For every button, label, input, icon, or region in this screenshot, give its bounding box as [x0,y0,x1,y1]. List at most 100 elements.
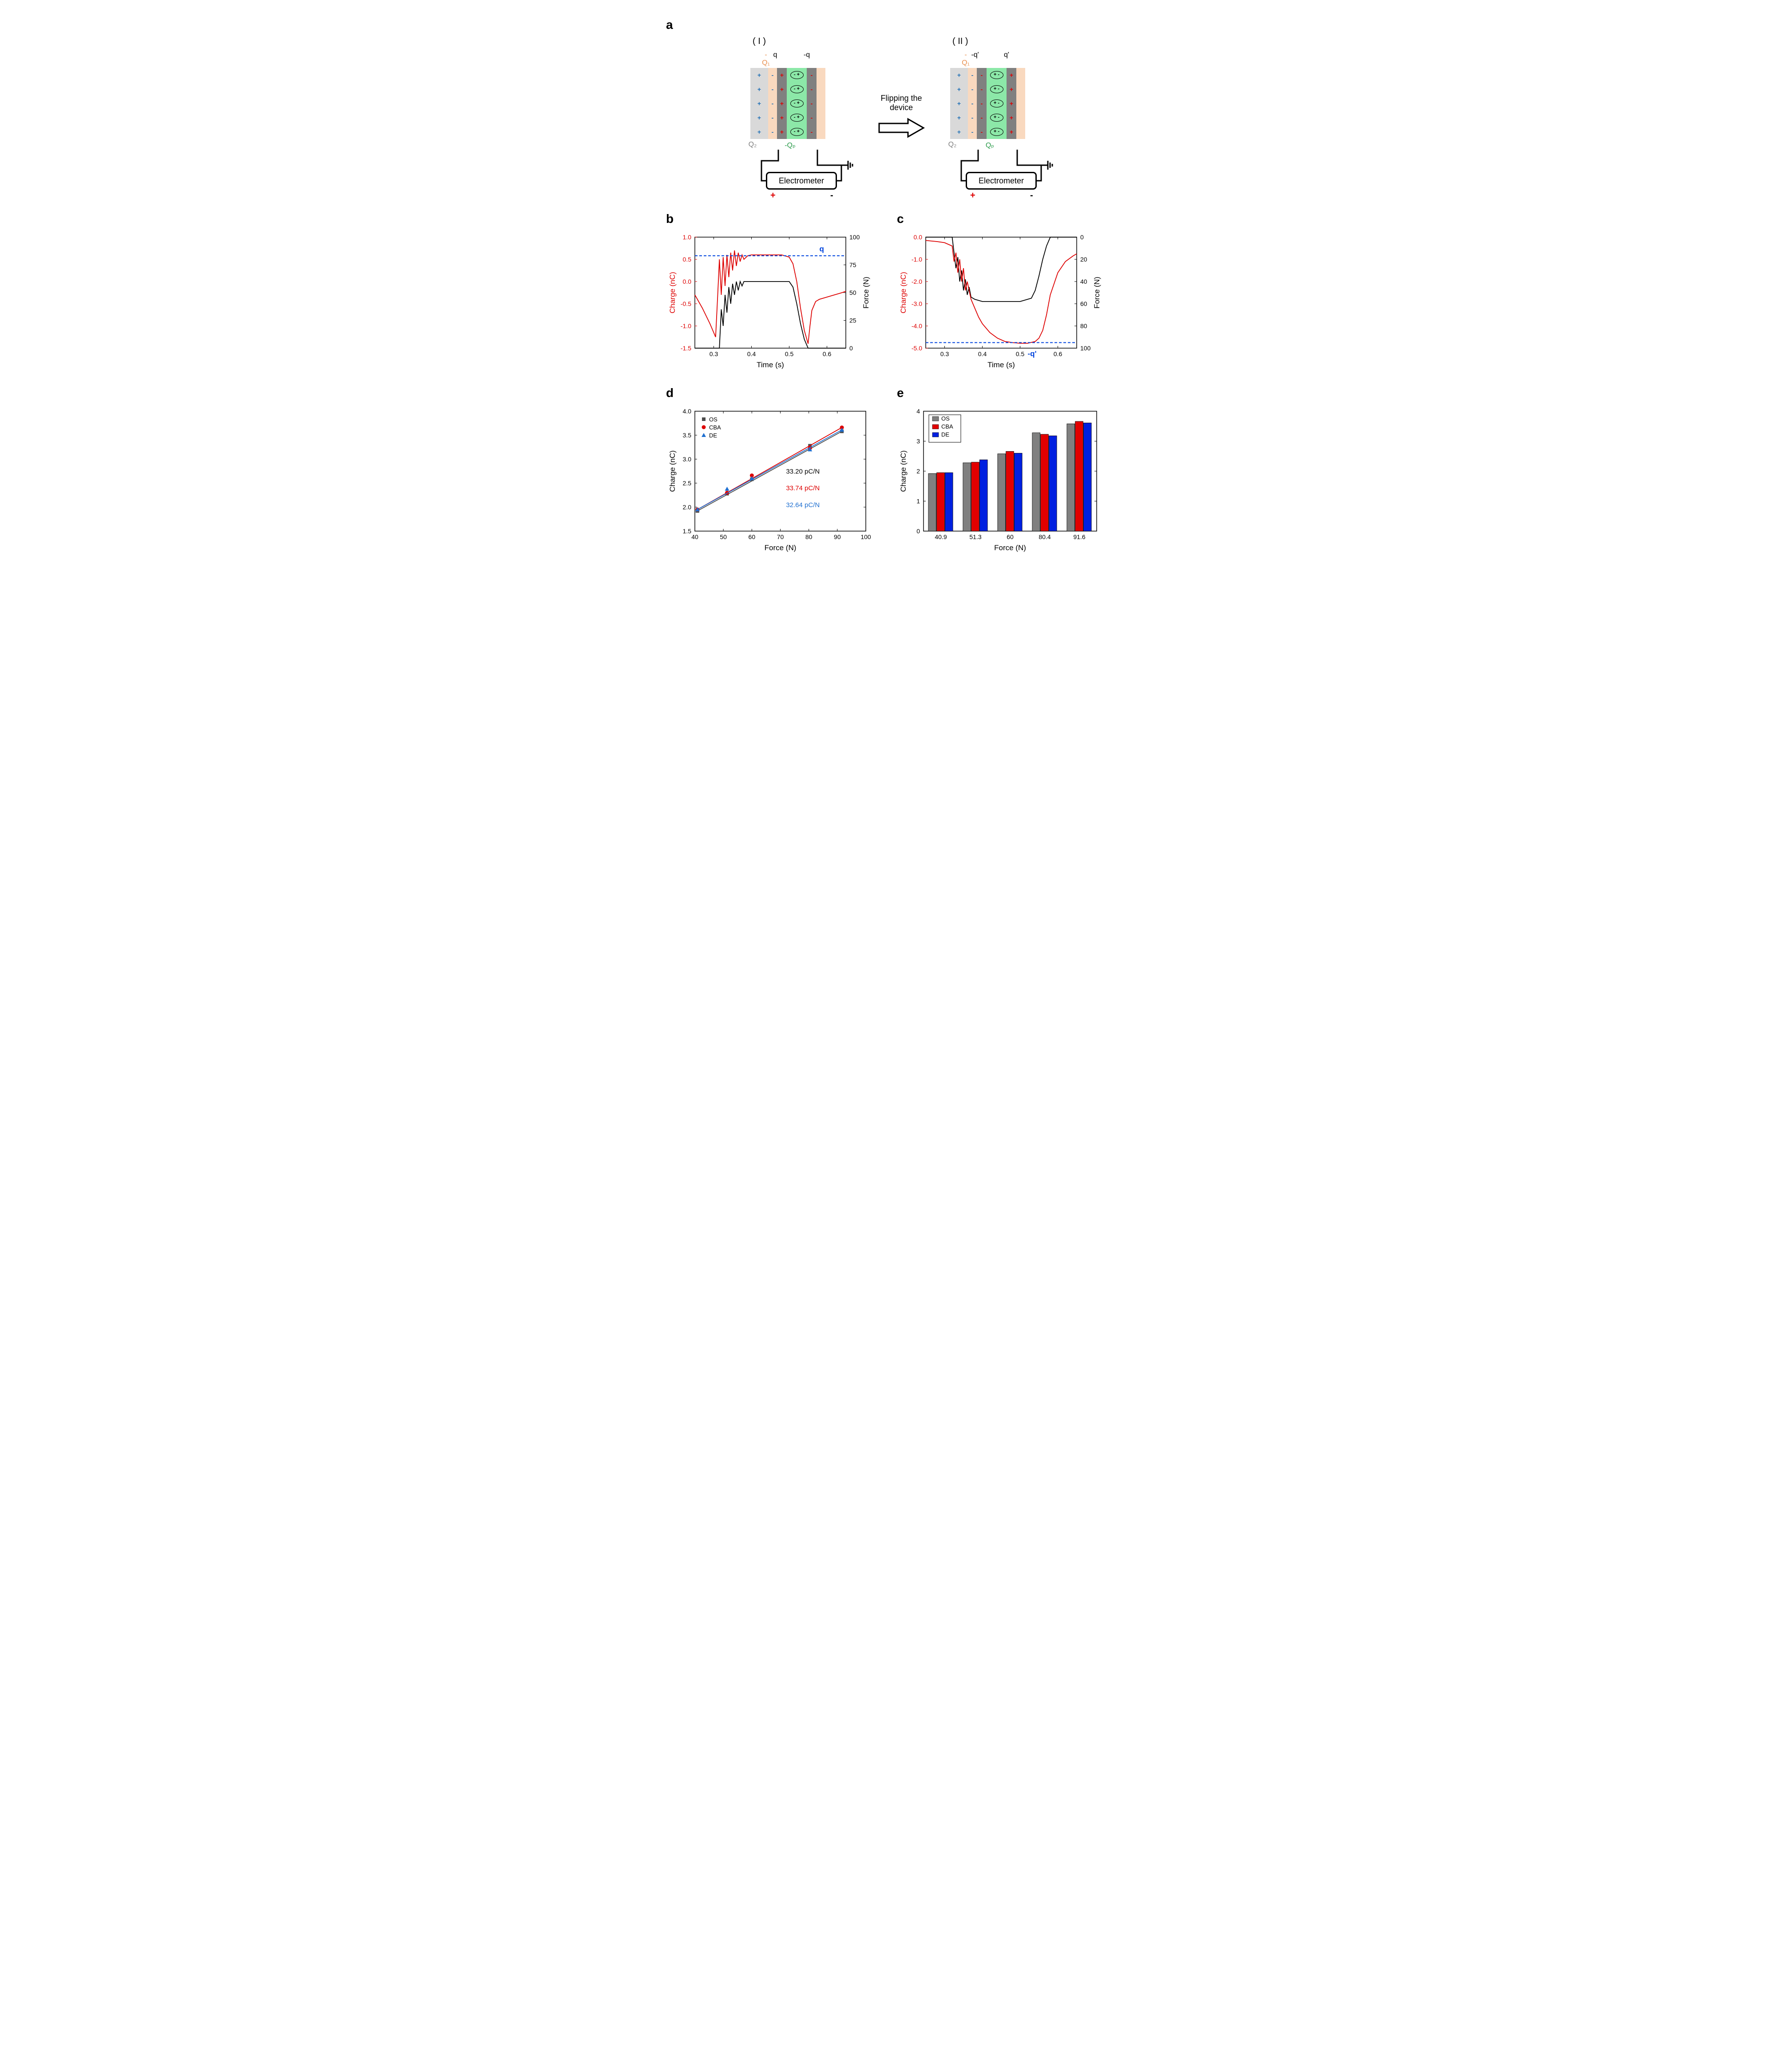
device-1-circuit: Electrometer + - [744,150,859,198]
svg-text:2.0: 2.0 [683,504,692,511]
svg-text:4.0: 4.0 [683,408,692,415]
chart-c-svg: 0.30.40.50.6-5.0-4.0-3.0-2.0-1.00.002040… [897,230,1106,373]
terminal-plus-2: + [970,191,975,201]
terminal-minus-1: - [830,191,833,201]
device-state-2: ( II ) -Q₁-q'q' +++++----------+ -+ -+ -… [944,36,1059,198]
svg-text:50: 50 [720,533,727,540]
svg-text:80.4: 80.4 [1039,533,1051,540]
svg-text:60: 60 [749,533,756,540]
panel-e: e 0123440.951.36080.491.6Force (N)Charge… [897,386,1110,556]
device-2-top-labels: -Q₁-q'q' [944,51,1046,67]
flip-arrow-block: Flipping the device [877,94,926,141]
svg-text:0.4: 0.4 [747,350,756,357]
device-2-layers: +++++----------+ -+ -+ -+ -+ -+++++ [950,68,1052,139]
svg-text:4: 4 [916,408,920,415]
panel-c: c 0.30.40.50.6-5.0-4.0-3.0-2.0-1.00.0020… [897,212,1110,373]
terminal-minus-2: - [1030,191,1033,201]
svg-text:0.3: 0.3 [940,350,949,357]
panel-e-label: e [897,386,1110,400]
svg-text:60: 60 [1007,533,1014,540]
svg-text:Force (N): Force (N) [862,277,870,309]
svg-text:-0.5: -0.5 [681,300,691,307]
chart-e-svg: 0123440.951.36080.491.6Force (N)Charge (… [897,405,1106,556]
svg-text:Force (N): Force (N) [1093,277,1101,309]
svg-text:0: 0 [1080,234,1084,241]
svg-text:70: 70 [777,533,784,540]
svg-text:0.6: 0.6 [823,350,832,357]
svg-text:q: q [820,245,824,253]
panel-c-label: c [897,212,1110,226]
figure-root: a ( I ) -Q₁q-q +++++-----+++++- +- +- +-… [666,18,1110,556]
svg-text:3.5: 3.5 [683,432,692,439]
svg-text:0: 0 [849,345,853,352]
svg-text:Force (N): Force (N) [765,544,797,552]
svg-text:3.0: 3.0 [683,456,692,463]
svg-text:0.3: 0.3 [710,350,718,357]
svg-text:80: 80 [1080,322,1087,329]
electrometer-box-2: Electrometer [966,172,1037,190]
panel-b: b 0.30.40.50.6-1.5-1.0-0.50.00.51.002550… [666,212,879,373]
svg-text:-4.0: -4.0 [912,322,922,329]
svg-text:0.4: 0.4 [978,350,987,357]
svg-text:Charge (nC): Charge (nC) [668,450,677,492]
svg-text:1.5: 1.5 [683,528,692,535]
panel-a: a ( I ) -Q₁q-q +++++-----+++++- +- +- +-… [666,18,1110,198]
chart-b-svg: 0.30.40.50.6-1.5-1.0-0.50.00.51.00255075… [666,230,875,373]
device-2-roman: ( II ) [952,36,1059,47]
svg-text:2.5: 2.5 [683,480,692,487]
device-2-bottom-labels: Q₂Qₚ [944,141,1046,150]
svg-text:80: 80 [805,533,813,540]
svg-text:-5.0: -5.0 [912,345,922,352]
svg-text:Charge (nC): Charge (nC) [899,272,908,314]
device-1-bottom-labels: Q₂-Qₚ [744,141,846,150]
svg-text:40: 40 [691,533,698,540]
chart-d-svg: 40 50 60 70 80 90 100 1.5 2.0 2.5 3.0 3.5 4.0 Force (… [666,405,875,556]
svg-text:Time (s): Time (s) [757,361,784,369]
device-1-top-labels: -Q₁q-q [744,51,846,67]
svg-text:CBA: CBA [709,424,721,431]
svg-text:40: 40 [1080,278,1087,285]
svg-text:-q': -q' [1028,349,1037,358]
svg-text:DE: DE [709,432,717,439]
svg-text:DE: DE [941,431,949,438]
svg-text:Charge (nC): Charge (nC) [668,272,677,314]
svg-text:-3.0: -3.0 [912,300,922,307]
panel-a-content: ( I ) -Q₁q-q +++++-----+++++- +- +- +- +… [693,36,1110,198]
svg-text:33.20 pC/N: 33.20 pC/N [786,468,820,475]
svg-text:20: 20 [1080,256,1087,263]
svg-text:-1.0: -1.0 [912,256,922,263]
svg-text:25: 25 [849,317,856,324]
svg-text:50: 50 [849,289,856,296]
svg-text:0.6: 0.6 [1054,350,1062,357]
svg-text:-1.5: -1.5 [681,345,691,352]
svg-text:3: 3 [916,438,920,445]
svg-text:1: 1 [916,498,920,505]
svg-text:Charge (nC): Charge (nC) [899,450,908,492]
svg-text:0.5: 0.5 [1016,350,1025,357]
svg-text:32.64 pC/N: 32.64 pC/N [786,501,820,509]
svg-text:0.5: 0.5 [785,350,794,357]
terminal-plus-1: + [770,191,776,201]
svg-text:75: 75 [849,262,856,269]
svg-text:40.9: 40.9 [935,533,947,540]
device-state-1: ( I ) -Q₁q-q +++++-----+++++- +- +- +- +… [744,36,859,198]
panels-grid: b 0.30.40.50.6-1.5-1.0-0.50.00.51.002550… [666,212,1110,556]
svg-text:0: 0 [916,528,920,535]
svg-text:0.0: 0.0 [914,234,923,241]
svg-text:100: 100 [1080,345,1091,352]
panel-a-label: a [666,18,1110,32]
svg-text:Force (N): Force (N) [994,544,1026,552]
arrow-icon [877,117,926,139]
svg-text:60: 60 [1080,300,1087,307]
device-2-circuit: Electrometer + - [944,150,1059,198]
panel-d-label: d [666,386,879,400]
svg-text:33.74 pC/N: 33.74 pC/N [786,484,820,492]
svg-text:51.3: 51.3 [969,533,981,540]
svg-text:0.0: 0.0 [683,278,692,285]
svg-text:Time (s): Time (s) [987,361,1015,369]
svg-text:0.5: 0.5 [683,256,692,263]
svg-text:90: 90 [834,533,841,540]
electrometer-box-1: Electrometer [766,172,837,190]
svg-text:100: 100 [860,533,871,540]
svg-text:2: 2 [916,468,920,475]
